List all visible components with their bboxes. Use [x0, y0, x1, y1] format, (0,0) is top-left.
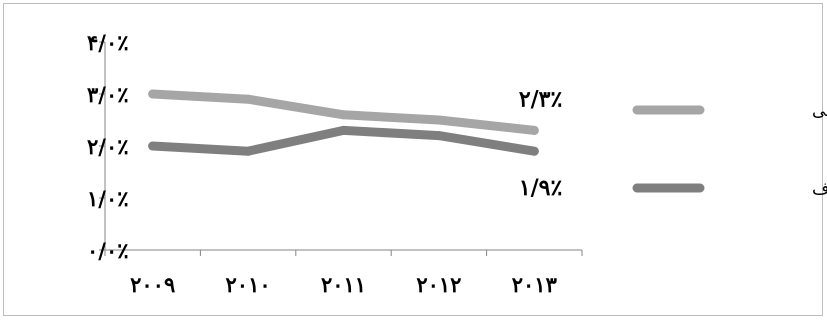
x-tick-label: ۲۰۰۹ — [130, 272, 175, 297]
y-tick-label: ۳/۰٪ — [87, 82, 129, 107]
legend: بانکداری اسلامی بانکداری متعارف — [632, 101, 827, 199]
data-point — [148, 89, 158, 99]
data-point — [529, 125, 539, 135]
data-label: ۱/۹٪ — [519, 175, 563, 201]
legend-label: بانکداری اسلامی — [812, 101, 827, 121]
data-point — [529, 146, 539, 156]
chart-axes: ۰/۰٪ ۱/۰٪ ۲/۰٪ ۳/۰٪ ۴/۰٪ ۲۰۰۹ ۲۰۱۰ ۲۰۱۱ ۲۰۱۲ ۲۰۱۳ — [87, 30, 583, 297]
data-point — [243, 146, 253, 156]
series-layer — [148, 89, 539, 156]
x-tick-label: ۲۰۱۲ — [416, 272, 461, 297]
y-tick-label: ۲/۰٪ — [87, 134, 129, 159]
y-tick-label: ۰/۰٪ — [87, 238, 129, 263]
y-tick-label: ۴/۰٪ — [87, 30, 129, 55]
data-point — [434, 131, 444, 141]
labels-layer: ۲/۳٪ ۱/۹٪ — [519, 86, 563, 201]
legend-label: بانکداری متعارف — [812, 179, 827, 199]
x-tick-label: ۲۰۱۰ — [226, 272, 271, 297]
data-point — [434, 115, 444, 125]
data-point — [339, 125, 348, 135]
x-tick-label: ۲۰۱۳ — [512, 272, 558, 297]
data-label: ۲/۳٪ — [519, 86, 563, 112]
chart-frame — [3, 3, 823, 316]
data-point — [339, 110, 348, 120]
y-tick-label: ۱/۰٪ — [87, 186, 129, 211]
data-point — [148, 141, 158, 151]
data-point — [243, 94, 253, 104]
x-tick-label: ۲۰۱۱ — [321, 272, 366, 297]
